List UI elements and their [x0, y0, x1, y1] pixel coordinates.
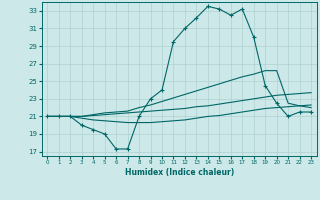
X-axis label: Humidex (Indice chaleur): Humidex (Indice chaleur): [124, 168, 234, 177]
